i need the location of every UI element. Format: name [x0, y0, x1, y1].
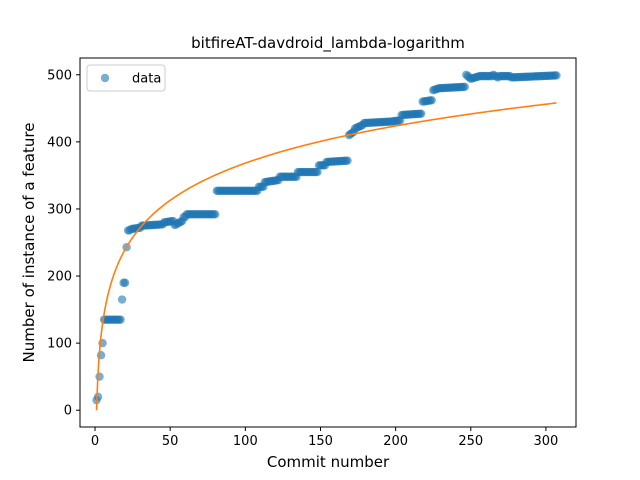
x-tick-label: 0 [91, 434, 99, 449]
data-point [416, 109, 426, 118]
y-tick-label: 400 [47, 135, 72, 150]
legend-marker-data [100, 73, 110, 83]
y-tick-label: 100 [47, 337, 72, 352]
x-tick-label: 100 [233, 434, 258, 449]
fit-series [95, 102, 557, 411]
ticks: 0 50 100 150 200 250 300 0 100 200 300 400 500 [47, 68, 558, 449]
data-point [117, 295, 127, 304]
data-point [96, 351, 106, 360]
data-point [95, 372, 104, 381]
data-point [93, 392, 103, 402]
data-point [313, 167, 322, 177]
y-tick-label: 300 [47, 202, 72, 217]
x-axis-label: Commit number [267, 453, 390, 471]
data-point [460, 82, 469, 92]
data-point [211, 210, 220, 219]
y-axis-label: Number of instance of a feature [20, 123, 38, 363]
chart-title: bitfireAT-davdroid_lambda-logarithm [191, 34, 465, 53]
data-point [120, 278, 130, 287]
data-point [427, 96, 436, 105]
plot-frame [79, 57, 577, 428]
y-tick-label: 200 [47, 270, 72, 285]
fit-line [95, 102, 557, 411]
data-point [343, 156, 352, 165]
legend: data [86, 64, 166, 92]
data-point [116, 315, 125, 324]
y-tick-label: 500 [47, 68, 72, 83]
data-series [92, 70, 561, 405]
x-tick-label: 200 [383, 434, 408, 449]
y-tick-label: 0 [64, 404, 72, 419]
x-tick-label: 300 [534, 434, 559, 449]
x-tick-label: 250 [458, 434, 483, 449]
legend-label-data: data [132, 72, 161, 87]
legend-box [86, 64, 166, 92]
x-tick-label: 150 [308, 434, 333, 449]
x-tick-label: 50 [162, 434, 179, 449]
data-point [552, 71, 561, 80]
